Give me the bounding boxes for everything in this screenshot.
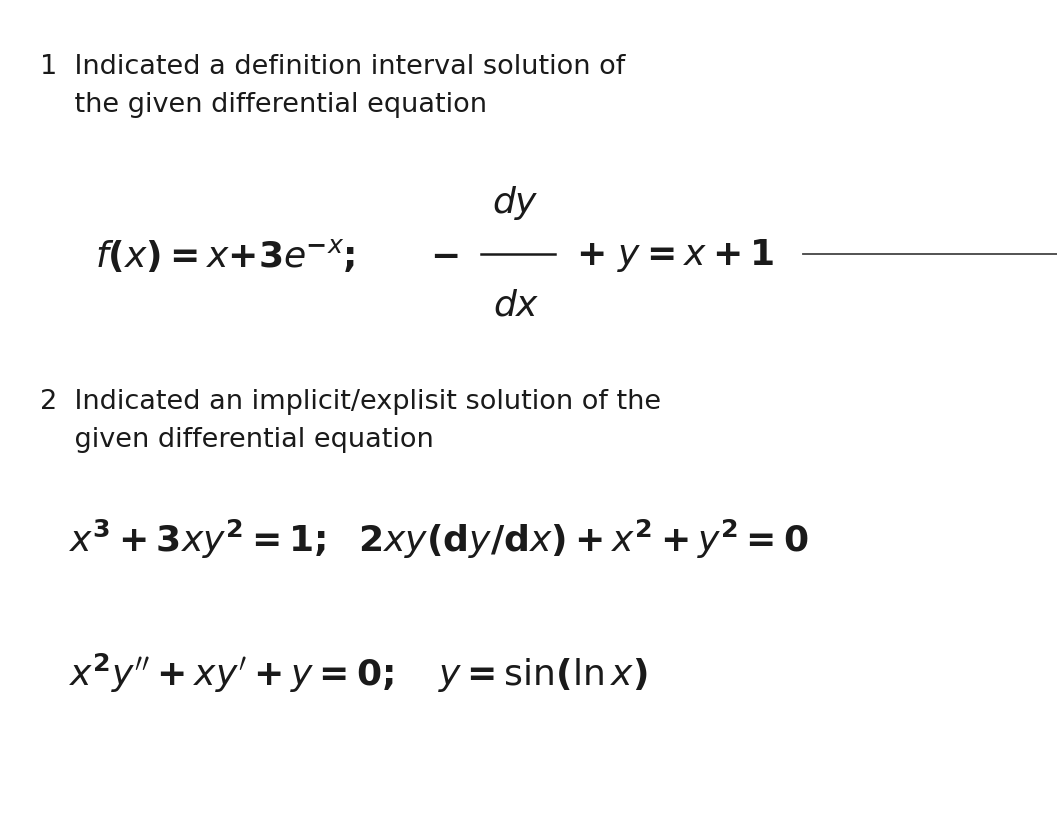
Text: $\mathbf{\mathit{dy}}$: $\mathbf{\mathit{dy}}$ [493,184,539,222]
Text: $\mathbf{ + \ \mathit{y} = \mathit{x} + 1}$: $\mathbf{ + \ \mathit{y} = \mathit{x} + … [576,237,774,273]
Text: $\mathbf{-}$: $\mathbf{-}$ [430,238,458,272]
Text: 2  Indicated an implicit/explisit solution of the
    given differential equatio: 2 Indicated an implicit/explisit solutio… [40,389,662,452]
Text: $\mathbf{\mathit{x}^3 + 3\mathit{x}\mathit{y}^2 = 1; \ \ 2\mathit{x}\mathit{y}(d: $\mathbf{\mathit{x}^3 + 3\mathit{x}\math… [69,517,809,561]
Text: $\mathbf{\mathit{x}^2\mathit{y}'' + \mathit{x}\mathit{y}' + \mathit{y} = 0; \ \ : $\mathbf{\mathit{x}^2\mathit{y}'' + \mat… [69,651,647,695]
Text: $\mathbf{\mathit{dx}}$: $\mathbf{\mathit{dx}}$ [493,288,539,323]
Text: $\mathbf{\mathit{f}}\mathbf{(}\mathbf{\mathit{x}}\mathbf{) = }\mathbf{\mathit{x}: $\mathbf{\mathit{f}}\mathbf{(}\mathbf{\m… [95,237,355,273]
Text: 1  Indicated a definition interval solution of
    the given differential equati: 1 Indicated a definition interval soluti… [40,54,626,118]
